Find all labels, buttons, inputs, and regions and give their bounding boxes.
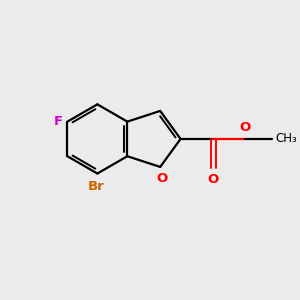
Text: O: O [208,173,219,186]
Text: F: F [53,115,62,128]
Text: CH₃: CH₃ [276,132,297,146]
Text: Br: Br [88,180,104,193]
Text: O: O [239,121,250,134]
Text: O: O [157,172,168,185]
